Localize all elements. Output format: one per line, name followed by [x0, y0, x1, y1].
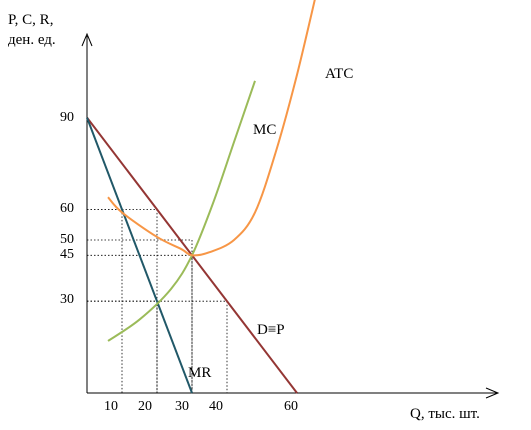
x-tick-40: 40 [209, 399, 223, 414]
y-axis-label-line2: ден. ед. [8, 32, 56, 48]
atc-curve [107, 0, 316, 257]
mr-curve [86, 117, 193, 394]
x-axis-label: Q, тыс. шт. [410, 406, 480, 422]
mc-label: MC [253, 122, 276, 138]
atc-label: ATC [325, 66, 353, 82]
x-tick-20: 20 [138, 399, 152, 414]
y-tick-30: 30 [60, 292, 74, 307]
y-axis-label-line1: P, C, R, [8, 12, 53, 28]
y-tick-90: 90 [60, 110, 74, 125]
demand-label: D≡P [257, 322, 285, 338]
y-tick-50: 50 [60, 232, 74, 247]
y-tick-45: 45 [60, 247, 74, 262]
x-tick-10: 10 [104, 399, 118, 414]
mr-label: MR [188, 365, 211, 381]
y-tick-60: 60 [60, 201, 74, 216]
mc-curve [107, 80, 256, 342]
x-axis-arrow [485, 387, 500, 399]
axes [81, 32, 500, 399]
x-tick-30: 30 [175, 399, 189, 414]
x-tick-60: 60 [284, 399, 298, 414]
y-axis-arrow [81, 32, 93, 47]
